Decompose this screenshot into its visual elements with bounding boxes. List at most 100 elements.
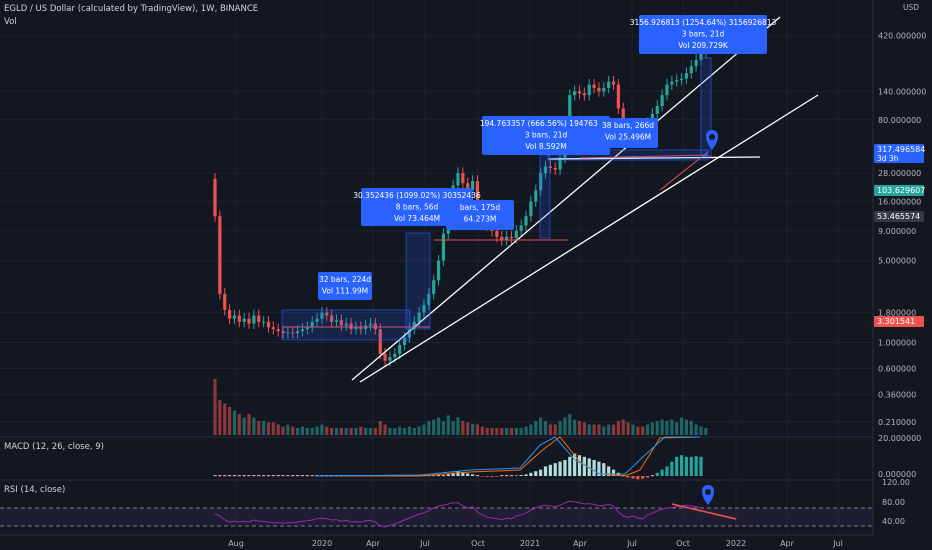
volume-bar	[611, 424, 616, 435]
macd-bar	[310, 475, 314, 477]
candle-body	[441, 233, 446, 261]
rsi-band	[0, 508, 873, 526]
macd-bar	[257, 475, 261, 477]
volume-bar	[529, 424, 533, 435]
candle-body	[359, 327, 363, 330]
price-badge-label: 53.465574	[877, 212, 920, 221]
candle-body	[334, 320, 339, 322]
macd-bar	[432, 475, 436, 477]
measure-callout[interactable]	[598, 118, 658, 148]
macd-bar	[597, 461, 601, 476]
candle-body	[694, 59, 698, 67]
rsi-divergence-line[interactable]	[671, 503, 737, 520]
candle-body	[529, 201, 533, 217]
candle-body	[665, 84, 669, 96]
macd-bar	[490, 476, 494, 477]
trendline-drawings[interactable]	[281, 16, 819, 383]
candle-body	[568, 95, 572, 135]
candle-body	[310, 321, 314, 328]
alert-pin-rsi[interactable]	[702, 485, 714, 505]
lower-trendline[interactable]	[359, 94, 819, 383]
volume-bar	[383, 424, 387, 435]
volume-bar	[310, 428, 314, 435]
macd-bar	[466, 473, 470, 476]
volume-bar	[388, 428, 392, 435]
volume-bar	[480, 426, 484, 435]
volume-bar	[699, 426, 703, 435]
measure-callout[interactable]	[446, 200, 514, 230]
measure-callouts[interactable]: 3156.926813 (1254.64%) 3156926813 3 bars,…	[318, 15, 777, 300]
candle-body	[368, 323, 373, 326]
time-tick-label: 2021	[520, 539, 540, 548]
candle-body	[232, 315, 237, 319]
macd-bar	[286, 475, 290, 477]
macd-bar	[636, 476, 640, 480]
macd-bar	[451, 472, 455, 476]
time-axis: Aug 2020 Apr Jul Oct 2021 Apr Jul Oct 2022 Apr Jul	[228, 539, 843, 548]
volume-bar	[626, 422, 630, 435]
candle-body	[218, 216, 222, 294]
price-badge	[874, 185, 924, 196]
candle-body	[675, 80, 679, 82]
volume-bar	[344, 428, 348, 435]
time-tick-label: Jul	[832, 539, 843, 548]
candle-body	[684, 73, 689, 79]
macd-bar	[548, 464, 552, 476]
volume-bar	[539, 417, 543, 435]
volume-bar	[242, 417, 246, 435]
horizontal-resistance-line[interactable]	[547, 156, 761, 160]
measure-callout[interactable]	[361, 188, 473, 226]
volume-label: Vol	[4, 17, 17, 27]
volume-bar	[398, 426, 402, 435]
candle-body	[305, 327, 309, 330]
candle-body	[315, 318, 319, 322]
time-tick-label: Apr	[366, 539, 381, 548]
rsi-tick-label: 40.00	[882, 517, 905, 526]
price-tick-label: 0.600000	[878, 364, 916, 373]
volume-bar	[505, 428, 509, 435]
measure-callout[interactable]	[318, 272, 372, 300]
alert-pin-price[interactable]	[706, 130, 718, 150]
candle-body	[519, 225, 523, 231]
candle-body	[330, 315, 334, 322]
volume-bars	[213, 379, 708, 435]
candle-body	[597, 87, 601, 92]
macd-bar	[689, 456, 693, 476]
volume-bar	[427, 421, 431, 435]
candle-body	[524, 216, 528, 226]
macd-bar	[296, 475, 300, 477]
macd-bar	[650, 475, 654, 477]
volume-bar	[227, 407, 232, 435]
red-level-3	[579, 154, 709, 159]
volume-bar	[602, 426, 606, 435]
measure-callout[interactable]	[482, 116, 610, 155]
price-badge	[874, 316, 924, 327]
macd-bar	[475, 475, 480, 477]
measure-callout-text: 3 bars, 21d	[682, 30, 725, 39]
upper-trendline[interactable]	[351, 16, 781, 381]
macd-bar	[505, 475, 509, 477]
volume-bar	[359, 426, 363, 435]
candle-body	[621, 108, 625, 127]
volume-bar	[305, 428, 309, 435]
macd-bar	[223, 475, 227, 477]
macd-bar	[276, 475, 280, 477]
volume-bar	[223, 403, 227, 435]
candle-body	[432, 280, 436, 294]
candle-body	[223, 293, 227, 310]
candle-body	[417, 312, 421, 322]
measure-box-3	[539, 154, 551, 239]
volume-bar	[636, 426, 640, 435]
volume-bar	[300, 426, 305, 435]
candle-body	[592, 84, 596, 88]
time-tick-label: Jul	[419, 539, 430, 548]
price-tick-label: 1.000000	[878, 339, 916, 348]
candle-body	[407, 329, 411, 338]
macd-bar	[305, 475, 309, 477]
candle-body	[339, 320, 343, 326]
measure-callout[interactable]	[639, 15, 767, 54]
price-badge-countdown: 3d 3h	[877, 154, 899, 163]
price-axis: 17000.00000010000.0000006000.0000003600.…	[878, 3, 926, 427]
macd-bar	[553, 463, 557, 476]
